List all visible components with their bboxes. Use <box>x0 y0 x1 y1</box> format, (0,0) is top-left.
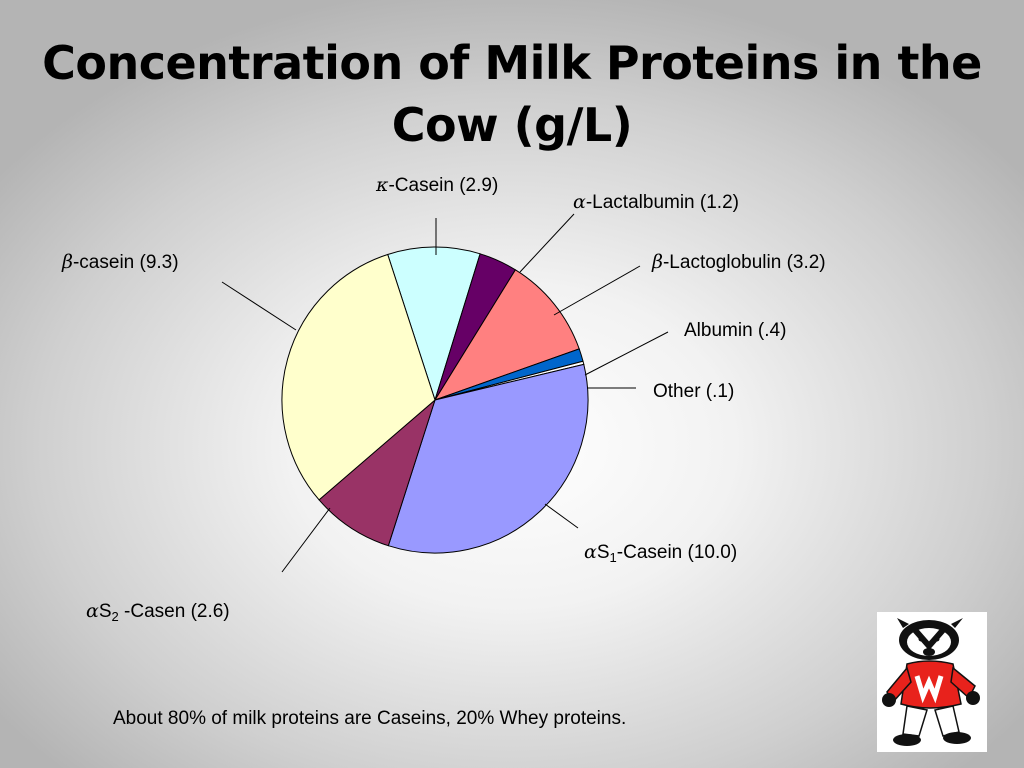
leader-alpha-lactalbumin <box>519 213 575 273</box>
pie-slice-casein <box>281 253 436 501</box>
slice-label-as1-casein: αS1-Casein (10.0) <box>584 541 737 565</box>
slice-label-beta-lactoglobulin: β-Lactoglobulin (3.2) <box>651 251 826 273</box>
pie-slice-s1-casein <box>387 363 589 554</box>
title-line-1: Concentration of Milk Proteins in the <box>42 36 982 90</box>
slice-label-albumin: Albumin (.4) <box>684 320 786 341</box>
leader-beta-lactoglobulin <box>553 265 641 316</box>
leader-albumin <box>584 331 669 376</box>
slice-label-beta-casein: β-casein (9.3) <box>61 251 179 273</box>
badger-mascot-icon <box>877 612 987 752</box>
pie-slice-lactoglobulin <box>433 269 580 401</box>
slice-label-as2-casen: αS2 -Casen (2.6) <box>86 600 230 624</box>
title-line-2: Cow (g/L) <box>391 98 633 152</box>
leader-as2 <box>281 507 331 573</box>
leader-beta-casein <box>221 281 297 331</box>
slice-label-other: Other (.1) <box>653 381 734 402</box>
pie-slice-s2-casen <box>318 398 437 547</box>
pie-slices <box>281 246 589 554</box>
slice-label-alpha-lactalbumin: α-Lactalbumin (1.2) <box>573 191 739 213</box>
slide-title: Concentration of Milk Proteins in the Co… <box>0 32 1024 156</box>
leader-lines <box>221 213 669 573</box>
leader-as1 <box>544 503 579 529</box>
footnote: About 80% of milk proteins are Caseins, … <box>113 708 627 729</box>
slice-label-kappa-casein: κ-Casein (2.9) <box>375 174 498 196</box>
pie-slice-casein <box>387 246 481 402</box>
